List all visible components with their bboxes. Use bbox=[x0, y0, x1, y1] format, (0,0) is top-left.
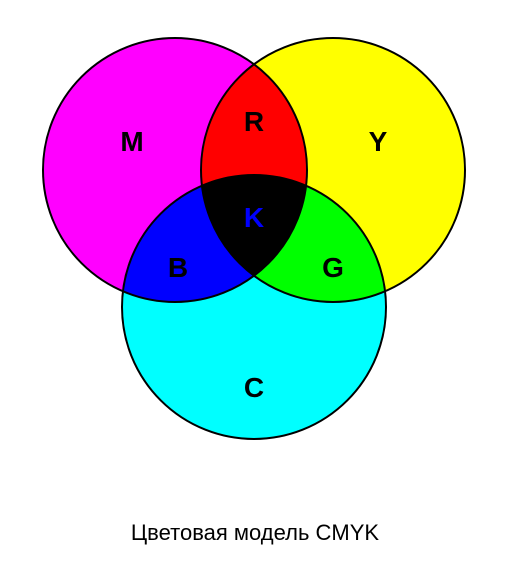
label-C: C bbox=[244, 372, 264, 404]
label-Y: Y bbox=[369, 126, 388, 158]
diagram-caption: Цветовая модель CMYK bbox=[131, 520, 379, 546]
label-B: B bbox=[168, 252, 188, 284]
label-R: R bbox=[244, 106, 264, 138]
label-M: M bbox=[120, 126, 143, 158]
label-K: K bbox=[244, 202, 264, 234]
label-G: G bbox=[322, 252, 344, 284]
cmyk-venn-diagram: M Y C R B G K bbox=[0, 0, 510, 480]
